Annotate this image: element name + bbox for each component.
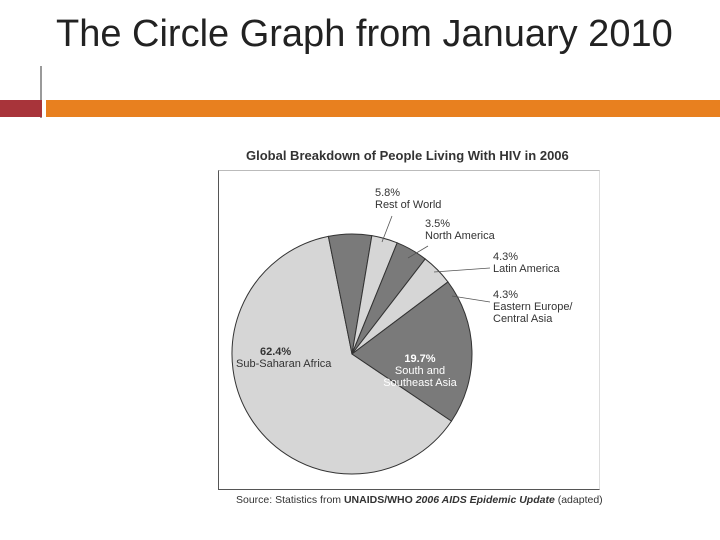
pie-slice-south-and-southeast-asia — [351, 281, 473, 422]
category-label-sub-saharan-africa: Sub-Saharan Africa — [236, 358, 332, 370]
value-label-south-and-southeast-asia: 19.7% — [404, 353, 435, 365]
category-label-latin-america: Latin America — [493, 263, 561, 275]
leader-line-north-america — [407, 245, 429, 259]
value-label-eastern-europe-central-asia: 4.3% — [493, 289, 518, 301]
source-publication: 2006 AIDS Epidemic Update — [415, 494, 555, 506]
chart-source: Source: Statistics from UNAIDS/WHO 2006 … — [236, 494, 616, 506]
pie-slice-sub-saharan-africa — [231, 235, 453, 475]
value-label-sub-saharan-africa: 62.4% — [260, 346, 291, 358]
leader-line-rest-of-world — [381, 215, 393, 243]
category-label-north-america: North America — [425, 230, 496, 242]
title-rule-accent-orange — [46, 100, 720, 117]
title-divider-tick — [40, 66, 42, 118]
chart-title: Global Breakdown of People Living With H… — [246, 148, 569, 163]
category-label-rest-of-world: Rest of World — [375, 199, 441, 211]
value-label-rest-of-world: 5.8% — [375, 187, 400, 199]
source-org: UNAIDS/WHO — [343, 494, 413, 506]
leader-line-eastern-europe-central-asia — [451, 295, 491, 303]
title-rule-accent-red — [0, 100, 42, 117]
chart-frame — [218, 170, 600, 490]
category-label-eastern-europe-central-asia: Eastern Europe/ — [493, 301, 573, 313]
source-suffix: (adapted) — [554, 494, 603, 506]
value-label-north-america: 3.5% — [425, 218, 450, 230]
slide-title: The Circle Graph from January 2010 — [56, 13, 673, 55]
category-label-south-and-southeast-asia: South and — [395, 365, 445, 377]
value-label-latin-america: 4.3% — [493, 251, 518, 263]
source-prefix: Source: Statistics from — [236, 494, 344, 506]
category-label-eastern-europe-central-asia: Central Asia — [493, 313, 553, 325]
category-label-south-and-southeast-asia: Southeast Asia — [383, 377, 457, 389]
leader-line-latin-america — [433, 267, 491, 273]
